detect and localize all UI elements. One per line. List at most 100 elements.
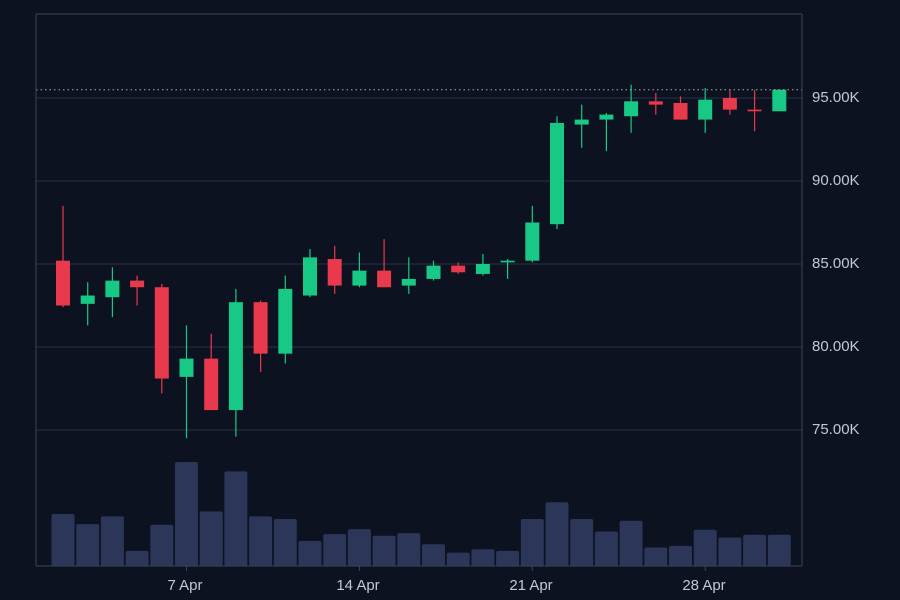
candle xyxy=(179,325,194,439)
volume-bar xyxy=(298,540,322,566)
volume-bar xyxy=(669,545,692,566)
time-tick-label: 7 Apr xyxy=(167,577,202,594)
candle xyxy=(278,275,293,364)
volume-bar xyxy=(100,516,124,566)
volume-bar xyxy=(594,531,618,566)
volume-bar xyxy=(693,529,717,566)
candle xyxy=(130,275,145,306)
volume-bar xyxy=(471,549,495,566)
candle xyxy=(426,260,441,281)
candle-body xyxy=(80,295,95,304)
candle-body xyxy=(56,260,70,306)
candle xyxy=(451,262,466,274)
candle xyxy=(550,116,564,230)
time-tick-label: 21 Apr xyxy=(509,577,552,594)
candle-body xyxy=(500,260,515,263)
candle xyxy=(475,254,490,276)
candle-body xyxy=(105,280,120,298)
volume-bar xyxy=(496,550,520,566)
time-tick-label: 28 Apr xyxy=(682,577,725,594)
candle-body xyxy=(352,270,367,286)
candle xyxy=(401,257,416,294)
candle xyxy=(698,88,713,133)
candle-body xyxy=(475,264,490,274)
candle xyxy=(204,333,219,411)
candle-body xyxy=(130,280,145,288)
volume-bar xyxy=(767,534,791,566)
volume-bar xyxy=(422,544,445,566)
volume-bar xyxy=(224,471,248,566)
candle xyxy=(228,288,243,437)
candle xyxy=(599,112,614,152)
time-tick-label: 14 Apr xyxy=(336,577,379,594)
candle xyxy=(377,239,392,288)
candle-body xyxy=(722,98,737,110)
candle xyxy=(525,205,540,263)
price-tick-label: 90.00K xyxy=(812,172,860,189)
volume-bar xyxy=(125,550,149,566)
candle xyxy=(303,249,317,298)
volume-bar xyxy=(51,514,75,566)
candle-body xyxy=(228,302,243,411)
candle-body xyxy=(154,287,169,379)
volume-bar xyxy=(718,537,742,566)
candles xyxy=(56,84,787,439)
candle xyxy=(80,282,95,326)
candle-body xyxy=(401,278,416,286)
candle-body xyxy=(377,270,392,288)
volume-bars xyxy=(51,462,791,566)
price-tick-label: 80.00K xyxy=(812,338,860,355)
candle-body xyxy=(426,265,441,279)
candle xyxy=(327,245,342,294)
price-tick-label: 85.00K xyxy=(812,255,860,272)
candle-body xyxy=(550,122,564,225)
volume-bar xyxy=(545,502,569,566)
volume-bar xyxy=(570,519,594,566)
volume-bar xyxy=(397,533,421,566)
volume-bar xyxy=(249,516,273,566)
candle-body xyxy=(772,89,787,112)
candle-body xyxy=(303,257,317,296)
candle xyxy=(747,89,762,132)
candle-body xyxy=(747,109,762,112)
candle xyxy=(624,84,639,133)
candle-body xyxy=(253,302,268,354)
candle-body xyxy=(451,265,466,273)
candle xyxy=(673,96,688,120)
volume-bar xyxy=(743,534,767,566)
volume-bar xyxy=(619,520,643,566)
volume-bar xyxy=(175,462,198,566)
volume-bar xyxy=(323,534,347,566)
candle-body xyxy=(698,99,713,120)
candle xyxy=(722,89,737,115)
volume-bar xyxy=(199,511,223,566)
candle xyxy=(56,205,70,308)
candle-body xyxy=(278,288,293,354)
candle xyxy=(154,283,169,394)
candle-body xyxy=(525,222,540,261)
candle xyxy=(352,252,367,288)
candle-body xyxy=(673,102,688,120)
candle-body xyxy=(327,259,342,286)
volume-bar xyxy=(520,519,544,566)
candle xyxy=(105,267,120,318)
volume-bar xyxy=(273,519,297,566)
volume-bar xyxy=(644,547,668,566)
candle-body xyxy=(648,101,663,105)
candle-body xyxy=(599,114,614,120)
volume-bar xyxy=(347,529,371,566)
volume-bar xyxy=(446,552,470,566)
candle-body xyxy=(179,358,194,377)
candle-body xyxy=(574,119,589,125)
price-tick-label: 95.00K xyxy=(812,89,860,106)
candle-body xyxy=(204,358,219,411)
candle xyxy=(253,300,268,372)
price-tick-label: 75.00K xyxy=(812,421,860,438)
candle xyxy=(500,259,515,279)
candle xyxy=(574,104,589,148)
candle-body xyxy=(624,101,639,117)
plot-frame xyxy=(35,13,803,571)
volume-bar xyxy=(150,524,174,566)
